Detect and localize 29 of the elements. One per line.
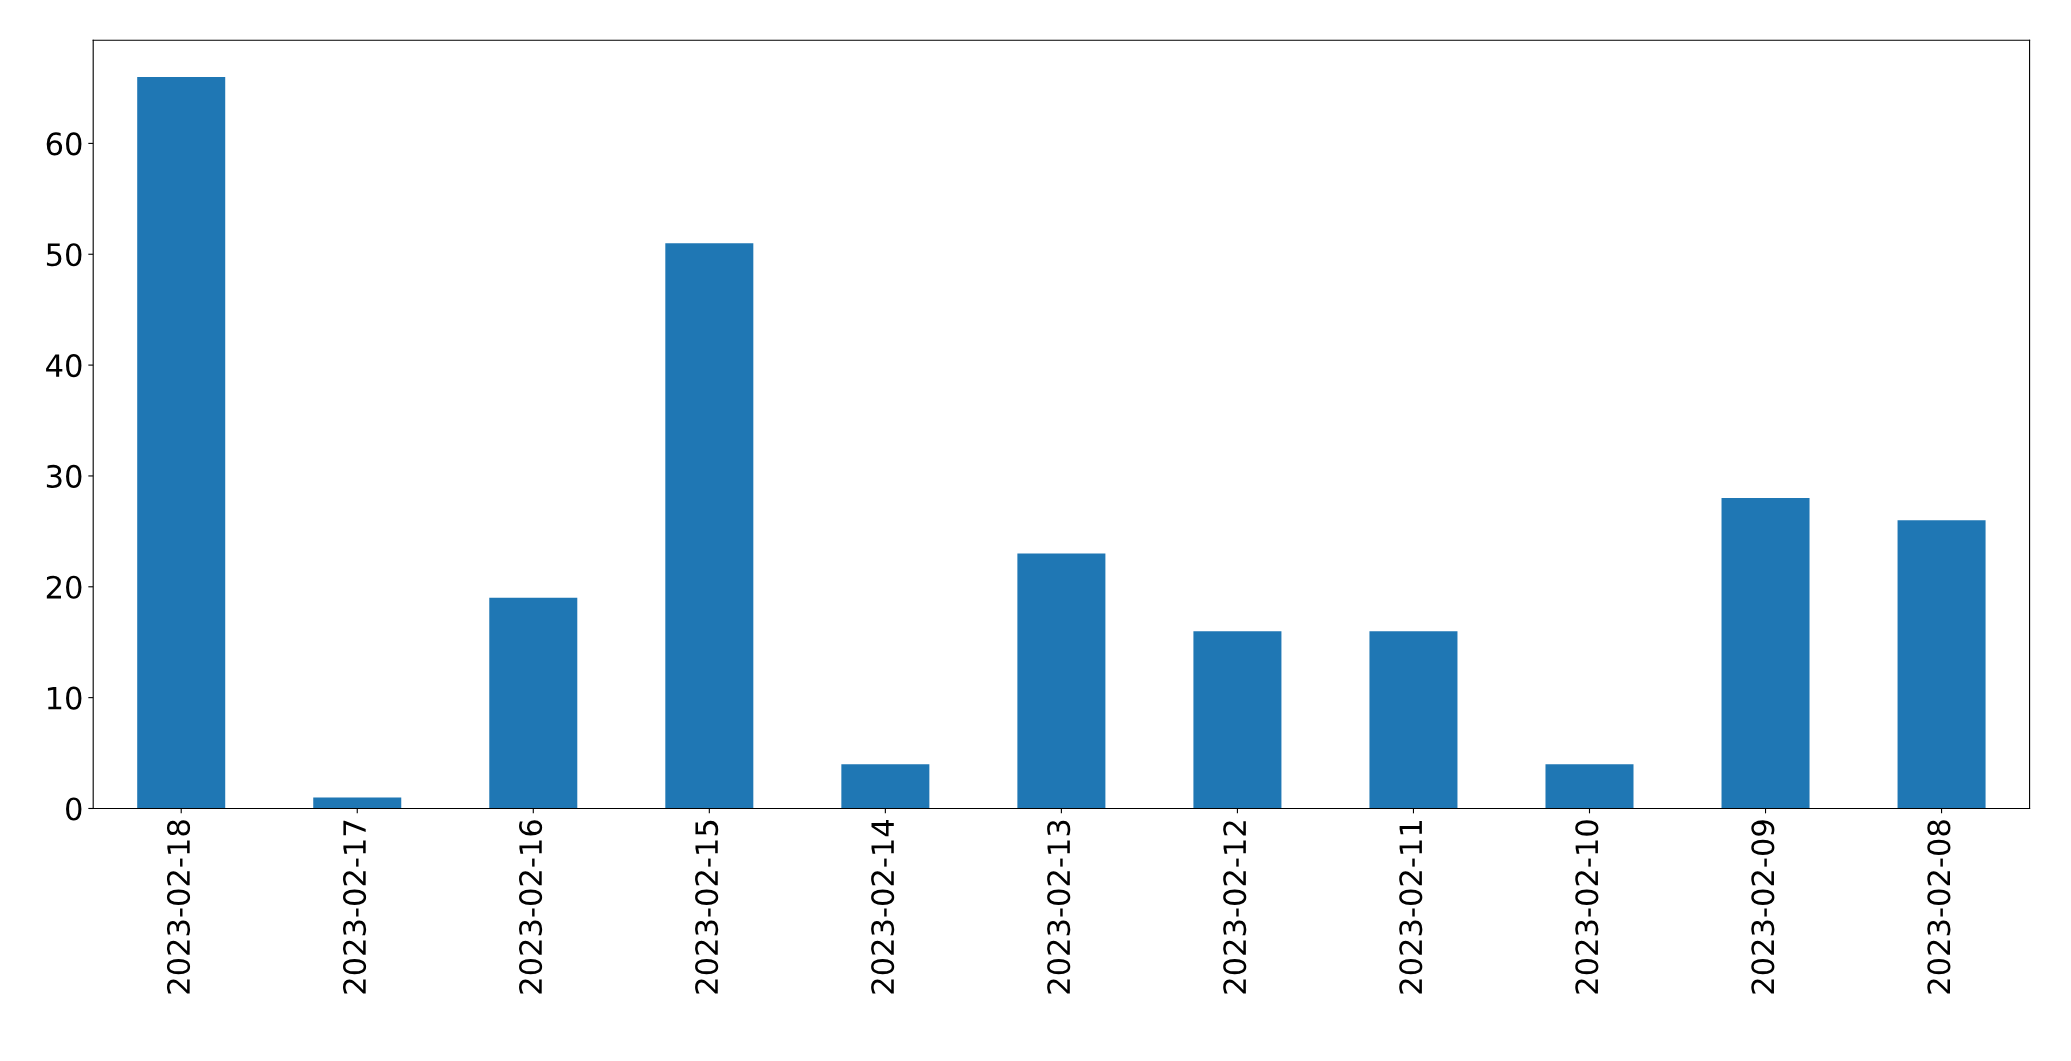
bar (1545, 764, 1634, 809)
x-tick-label: 2023-02-17 (343, 820, 367, 994)
x-tick-label: 2023-02-08 (1927, 820, 1951, 994)
bar (1721, 498, 1810, 809)
y-tick-label: 0 (66, 797, 82, 821)
bar (665, 243, 754, 809)
x-tick-label: 2023-02-18 (166, 820, 191, 994)
bar (841, 764, 930, 809)
y-tick-label: 40 (46, 354, 82, 378)
bar (1369, 631, 1458, 809)
y-tick-label: 30 (46, 464, 82, 488)
y-tick-label: 50 (46, 243, 82, 267)
bar (1897, 520, 1986, 809)
bar (489, 597, 578, 809)
bar (137, 76, 226, 809)
y-tick-label: 10 (47, 686, 82, 710)
x-tick-label: 2023-02-10 (1575, 820, 1599, 994)
bar (1017, 553, 1106, 809)
x-tick-label: 2023-02-09 (1751, 820, 1775, 994)
x-tick-label: 2023-02-12 (1223, 821, 1247, 994)
y-tick-label: 60 (46, 132, 82, 156)
bar (1193, 631, 1282, 809)
y-tick-label: 20 (46, 575, 82, 599)
x-tick-label: 2023-02-11 (1399, 821, 1423, 994)
x-tick-label: 2023-02-14 (871, 819, 895, 994)
bar (313, 797, 402, 809)
x-tick-label: 2023-02-15 (695, 820, 719, 994)
x-tick-label: 2023-02-13 (1047, 820, 1071, 994)
x-tick-label: 2023-02-16 (519, 820, 543, 994)
